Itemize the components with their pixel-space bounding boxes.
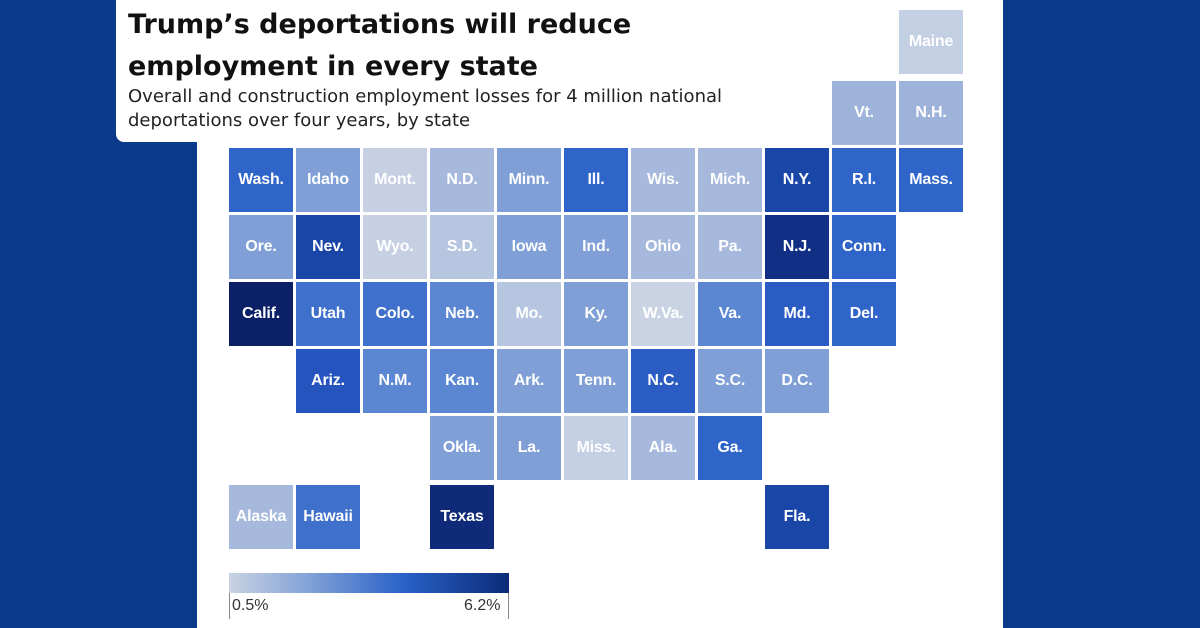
- state-tile-mo: Mo.: [497, 282, 561, 346]
- state-tile-neb: Neb.: [430, 282, 494, 346]
- state-tile-pa: Pa.: [698, 215, 762, 279]
- state-tile-la: La.: [497, 416, 561, 480]
- state-tile-ohio: Ohio: [631, 215, 695, 279]
- state-tile-sc: S.C.: [698, 349, 762, 413]
- state-tile-nh: N.H.: [899, 81, 963, 145]
- state-tile-ore: Ore.: [229, 215, 293, 279]
- state-tile-nj: N.J.: [765, 215, 829, 279]
- legend-max-label: 6.2%: [464, 597, 501, 614]
- state-tile-texas: Texas: [430, 485, 494, 549]
- color-scale-legend: [229, 573, 509, 593]
- state-tile-nm: N.M.: [363, 349, 427, 413]
- state-tile-fla: Fla.: [765, 485, 829, 549]
- state-tile-mont: Mont.: [363, 148, 427, 212]
- state-tile-ariz: Ariz.: [296, 349, 360, 413]
- state-tile-mass: Mass.: [899, 148, 963, 212]
- state-tile-ga: Ga.: [698, 416, 762, 480]
- state-tile-idaho: Idaho: [296, 148, 360, 212]
- state-tile-iowa: Iowa: [497, 215, 561, 279]
- state-tile-nev: Nev.: [296, 215, 360, 279]
- state-tile-dc: D.C.: [765, 349, 829, 413]
- state-tile-nc: N.C.: [631, 349, 695, 413]
- state-tile-tenn: Tenn.: [564, 349, 628, 413]
- legend-min-tick: [229, 593, 230, 619]
- state-tile-hawaii: Hawaii: [296, 485, 360, 549]
- state-tile-vt: Vt.: [832, 81, 896, 145]
- state-tile-ill: Ill.: [564, 148, 628, 212]
- state-tile-wva: W.Va.: [631, 282, 695, 346]
- state-tile-colo: Colo.: [363, 282, 427, 346]
- state-tile-kan: Kan.: [430, 349, 494, 413]
- state-tile-miss: Miss.: [564, 416, 628, 480]
- state-tile-mich: Mich.: [698, 148, 762, 212]
- legend-max-tick: [508, 593, 509, 619]
- state-tile-sd: S.D.: [430, 215, 494, 279]
- legend-min-label: 0.5%: [232, 597, 269, 614]
- state-tile-va: Va.: [698, 282, 762, 346]
- chart-subtitle: Overall and construction employment loss…: [128, 86, 723, 131]
- state-tile-utah: Utah: [296, 282, 360, 346]
- state-tile-ri: R.I.: [832, 148, 896, 212]
- state-tile-conn: Conn.: [832, 215, 896, 279]
- state-tile-maine: Maine: [899, 10, 963, 74]
- state-tile-wis: Wis.: [631, 148, 695, 212]
- state-tile-calif: Calif.: [229, 282, 293, 346]
- state-tile-ind: Ind.: [564, 215, 628, 279]
- state-tile-ky: Ky.: [564, 282, 628, 346]
- state-tile-wash: Wash.: [229, 148, 293, 212]
- state-tile-del: Del.: [832, 282, 896, 346]
- state-tile-wyo: Wyo.: [363, 215, 427, 279]
- state-tile-okla: Okla.: [430, 416, 494, 480]
- state-tile-ala: Ala.: [631, 416, 695, 480]
- state-tile-md: Md.: [765, 282, 829, 346]
- state-tile-minn: Minn.: [497, 148, 561, 212]
- chart-title: Trump’s deportations will reduce employm…: [128, 9, 632, 82]
- state-tile-alaska: Alaska: [229, 485, 293, 549]
- state-tile-ny: N.Y.: [765, 148, 829, 212]
- title-card: [116, 0, 812, 142]
- state-tile-nd: N.D.: [430, 148, 494, 212]
- state-tile-ark: Ark.: [497, 349, 561, 413]
